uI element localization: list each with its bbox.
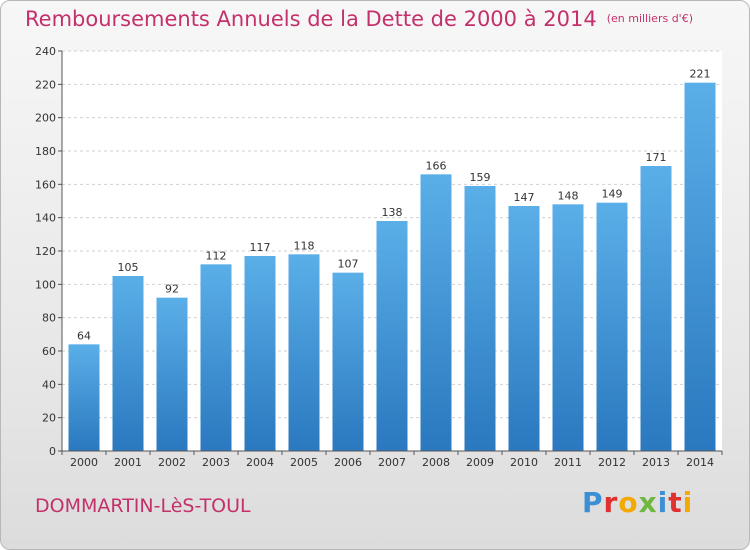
bar: [684, 82, 716, 452]
x-tick-label: 2003: [202, 456, 230, 469]
logo-letter: x: [638, 486, 658, 519]
chart-unit-note: (en milliers d'€): [606, 12, 693, 25]
data-label: 64: [77, 329, 91, 342]
data-label: 149: [602, 188, 623, 201]
bar: [464, 186, 496, 451]
chart-title: Remboursements Annuels de la Dette de 20…: [25, 7, 693, 31]
data-label: 118: [294, 239, 315, 252]
y-tick-label: 80: [42, 312, 56, 325]
data-label: 147: [514, 191, 535, 204]
logo-letter: o: [618, 486, 639, 519]
x-tick-label: 2006: [334, 456, 362, 469]
data-label: 221: [690, 68, 711, 81]
x-tick-label: 2013: [642, 456, 670, 469]
bar: [288, 254, 320, 451]
bar: [68, 344, 100, 451]
bar: [244, 256, 276, 451]
x-tick-label: 2007: [378, 456, 406, 469]
data-label: 105: [118, 261, 139, 274]
data-label: 138: [382, 206, 403, 219]
bar: [156, 297, 188, 451]
x-tick-label: 2014: [686, 456, 714, 469]
bar: [640, 166, 672, 451]
x-tick-label: 2012: [598, 456, 626, 469]
x-tick-label: 2004: [246, 456, 274, 469]
proxiti-logo: Proxiti: [582, 486, 693, 519]
data-label: 148: [558, 189, 579, 202]
data-label: 166: [426, 159, 447, 172]
logo-letter: r: [603, 486, 619, 519]
x-tick-label: 2010: [510, 456, 538, 469]
data-label: 107: [338, 258, 359, 271]
y-tick-label: 180: [35, 145, 56, 158]
x-tick-label: 2002: [158, 456, 186, 469]
data-label: 159: [470, 171, 491, 184]
data-label: 171: [646, 151, 667, 164]
bar: [332, 272, 364, 451]
y-tick-label: 220: [35, 78, 56, 91]
y-tick-label: 240: [35, 45, 56, 58]
x-tick-label: 2011: [554, 456, 582, 469]
bar: [552, 204, 584, 451]
data-label: 112: [206, 249, 227, 262]
y-tick-label: 140: [35, 212, 56, 225]
y-tick-label: 100: [35, 278, 56, 291]
y-tick-label: 160: [35, 178, 56, 191]
bar: [596, 202, 628, 451]
x-tick-label: 2000: [70, 456, 98, 469]
logo-letter: P: [582, 486, 604, 519]
data-label: 117: [250, 241, 271, 254]
bar: [112, 276, 144, 451]
y-tick-label: 60: [42, 345, 56, 358]
chart-title-text: Remboursements Annuels de la Dette de 20…: [25, 7, 597, 31]
bar: [508, 206, 540, 451]
bar: [200, 264, 232, 451]
y-tick-label: 40: [42, 378, 56, 391]
x-tick-label: 2009: [466, 456, 494, 469]
logo-letter: i: [682, 486, 694, 519]
y-tick-label: 120: [35, 245, 56, 258]
y-tick-label: 200: [35, 112, 56, 125]
commune-name: DOMMARTIN-LèS-TOUL: [35, 495, 251, 517]
logo-letter: t: [668, 486, 683, 519]
bar: [376, 221, 408, 451]
y-tick-label: 20: [42, 412, 56, 425]
y-tick-label: 0: [49, 445, 56, 458]
x-tick-label: 2001: [114, 456, 142, 469]
bar: [420, 174, 452, 452]
data-label: 92: [165, 283, 179, 296]
x-tick-label: 2008: [422, 456, 450, 469]
logo-letter: i: [657, 486, 669, 519]
x-tick-label: 2005: [290, 456, 318, 469]
